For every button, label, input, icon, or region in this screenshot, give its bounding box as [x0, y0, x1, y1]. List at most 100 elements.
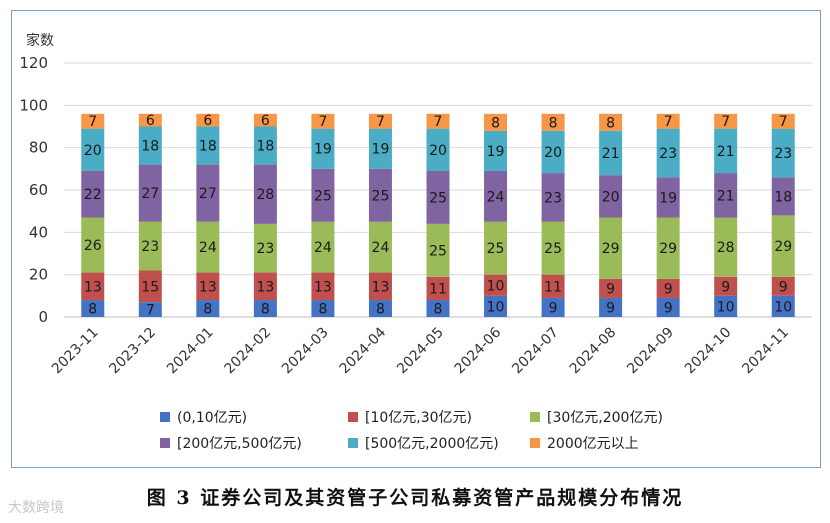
legend-item: [500亿元,2000亿元)	[348, 433, 499, 453]
data-label: 23	[659, 146, 677, 162]
x-tick-label: 2024-11	[739, 325, 792, 378]
data-label: 19	[372, 142, 390, 158]
data-label: 21	[717, 188, 735, 204]
data-label: 9	[606, 281, 615, 297]
data-label: 18	[199, 139, 217, 155]
x-tick-label: 2024-07	[509, 325, 562, 378]
legend-label: 2000亿元以上	[547, 436, 639, 452]
data-label: 8	[491, 115, 500, 131]
bar-segment	[599, 297, 623, 317]
bar-segment	[484, 221, 508, 275]
data-label: 21	[717, 144, 735, 160]
bar-segment	[138, 270, 162, 303]
legend-label: (0,10亿元)	[177, 410, 248, 426]
bar-segment	[714, 217, 738, 277]
bar-segment	[81, 170, 105, 218]
bar-segment	[656, 217, 680, 279]
x-tick-label: 2024-10	[682, 325, 735, 378]
bar-segment	[599, 217, 623, 279]
data-label: 13	[372, 279, 390, 295]
data-label: 7	[146, 303, 155, 319]
legend-item: [30亿元,200亿元)	[530, 407, 663, 427]
data-label: 9	[664, 281, 673, 297]
bar-segment	[368, 128, 392, 169]
data-label: 29	[659, 241, 677, 257]
data-label: 9	[606, 300, 615, 316]
y-tick-label: 0	[38, 308, 48, 326]
data-label: 8	[606, 115, 615, 131]
bar-segment	[426, 300, 450, 317]
data-label: 20	[429, 143, 447, 159]
data-label: 11	[429, 281, 447, 297]
legend-swatch	[530, 412, 540, 422]
bar-segment	[599, 113, 623, 131]
data-label: 24	[487, 189, 505, 205]
bar-segment	[599, 175, 623, 218]
data-label: 7	[664, 114, 673, 130]
data-label: 8	[261, 302, 270, 318]
y-tick-label: 120	[19, 54, 48, 72]
bar-segment	[368, 272, 392, 301]
y-tick-label: 20	[29, 266, 48, 284]
data-label: 13	[314, 279, 332, 295]
bar-segment	[541, 221, 565, 275]
bar-segment	[253, 113, 277, 127]
bar-segment	[253, 126, 277, 165]
bar-segment	[656, 297, 680, 317]
bar-segment	[253, 300, 277, 317]
x-tick-label: 2024-05	[394, 325, 447, 378]
bar-segment	[253, 164, 277, 224]
data-label: 22	[84, 187, 102, 203]
bar-segment	[484, 170, 508, 222]
bar-segment	[81, 128, 105, 171]
data-label: 7	[318, 114, 327, 130]
bar-segment	[541, 113, 565, 131]
data-label: 11	[544, 279, 562, 295]
bar-segment	[311, 272, 335, 301]
x-tick-label: 2024-06	[452, 324, 505, 377]
bar-segment	[196, 300, 220, 317]
bar-segment	[81, 113, 105, 129]
data-label: 23	[544, 190, 562, 206]
x-tick-label: 2024-09	[624, 325, 677, 378]
data-label: 18	[256, 139, 274, 155]
x-tick-label: 2024-01	[164, 325, 217, 378]
bar-segment	[311, 221, 335, 273]
data-label: 28	[256, 187, 274, 203]
data-label: 7	[434, 114, 443, 130]
data-label: 15	[141, 279, 159, 295]
bar-segment	[426, 223, 450, 277]
bar-segment	[714, 295, 738, 317]
data-label: 8	[203, 302, 212, 318]
bar-segment	[426, 170, 450, 224]
bar-segment	[541, 130, 565, 174]
data-label: 8	[549, 115, 558, 131]
data-label: 26	[84, 238, 102, 254]
data-label: 19	[659, 190, 677, 206]
legend-swatch	[160, 412, 170, 422]
x-tick-label: 2024-02	[222, 325, 275, 378]
data-label: 7	[88, 114, 97, 130]
data-label: 25	[429, 243, 447, 259]
bar-segment	[714, 276, 738, 296]
x-tick-label: 2023-12	[106, 325, 159, 378]
data-label: 10	[487, 278, 505, 294]
data-label: 24	[372, 240, 390, 256]
data-label: 29	[602, 241, 620, 257]
bar-segment	[253, 272, 277, 301]
data-label: 18	[141, 139, 159, 155]
bar-segment	[599, 130, 623, 176]
data-label: 25	[487, 241, 505, 257]
bar-segment	[368, 300, 392, 317]
data-label: 8	[318, 302, 327, 318]
data-label: 13	[256, 279, 274, 295]
data-label: 7	[779, 114, 788, 130]
bar-segment	[771, 215, 795, 277]
bar-segment	[771, 128, 795, 178]
data-label: 8	[376, 302, 385, 318]
data-label: 13	[199, 279, 217, 295]
data-label: 19	[314, 142, 332, 158]
legend-item: (0,10亿元)	[160, 407, 247, 427]
data-label: 27	[199, 186, 217, 202]
bar-segment	[771, 295, 795, 317]
